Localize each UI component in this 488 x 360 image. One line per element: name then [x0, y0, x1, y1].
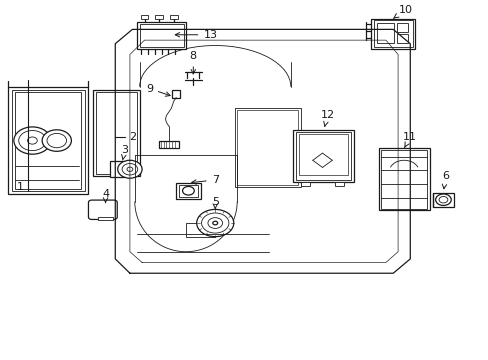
Bar — [141, 15, 148, 19]
Bar — [96, 93, 137, 174]
Text: 4: 4 — [102, 189, 109, 202]
Ellipse shape — [42, 130, 71, 151]
Bar — [380, 149, 427, 209]
Ellipse shape — [127, 167, 133, 171]
Ellipse shape — [27, 137, 37, 144]
Ellipse shape — [196, 210, 233, 237]
Bar — [110, 161, 124, 177]
Bar — [293, 130, 353, 182]
Bar — [373, 21, 412, 47]
Bar — [378, 148, 429, 211]
Bar — [396, 23, 407, 32]
Ellipse shape — [47, 134, 66, 148]
Text: 5: 5 — [211, 197, 218, 209]
Bar — [169, 15, 177, 19]
Bar — [178, 185, 198, 197]
Bar — [299, 134, 347, 175]
Ellipse shape — [207, 218, 222, 228]
Bar — [370, 19, 414, 49]
Bar — [396, 34, 407, 42]
Bar — [140, 24, 183, 47]
Text: 13: 13 — [175, 30, 217, 40]
Bar — [296, 132, 350, 180]
Bar — [185, 223, 215, 237]
Bar — [376, 23, 393, 42]
Ellipse shape — [118, 160, 142, 178]
FancyBboxPatch shape — [88, 200, 117, 220]
Bar — [432, 193, 453, 207]
Bar — [12, 90, 84, 192]
Bar — [172, 90, 180, 98]
Text: 1: 1 — [17, 182, 23, 192]
Ellipse shape — [435, 194, 450, 206]
Ellipse shape — [438, 197, 447, 203]
Bar — [15, 92, 81, 189]
Bar — [234, 108, 300, 187]
Bar — [159, 140, 178, 148]
Ellipse shape — [14, 127, 51, 154]
Text: 9: 9 — [145, 84, 170, 96]
Ellipse shape — [19, 131, 46, 150]
Ellipse shape — [122, 163, 138, 175]
Text: 3: 3 — [122, 144, 128, 160]
Text: 11: 11 — [403, 132, 416, 147]
Text: 8: 8 — [189, 51, 197, 74]
Bar — [137, 22, 185, 49]
Bar — [176, 183, 200, 199]
Ellipse shape — [182, 186, 194, 195]
Bar — [155, 15, 163, 19]
Bar — [98, 217, 113, 220]
Text: 6: 6 — [441, 171, 448, 189]
Ellipse shape — [212, 221, 217, 225]
Bar — [237, 110, 298, 185]
Text: 12: 12 — [320, 111, 334, 126]
Text: 2: 2 — [128, 132, 136, 142]
Text: 10: 10 — [392, 5, 411, 18]
Bar — [8, 87, 88, 194]
Bar — [334, 182, 344, 186]
Ellipse shape — [201, 213, 228, 233]
Text: 7: 7 — [191, 175, 218, 185]
Bar — [93, 90, 140, 176]
Bar — [300, 182, 310, 186]
